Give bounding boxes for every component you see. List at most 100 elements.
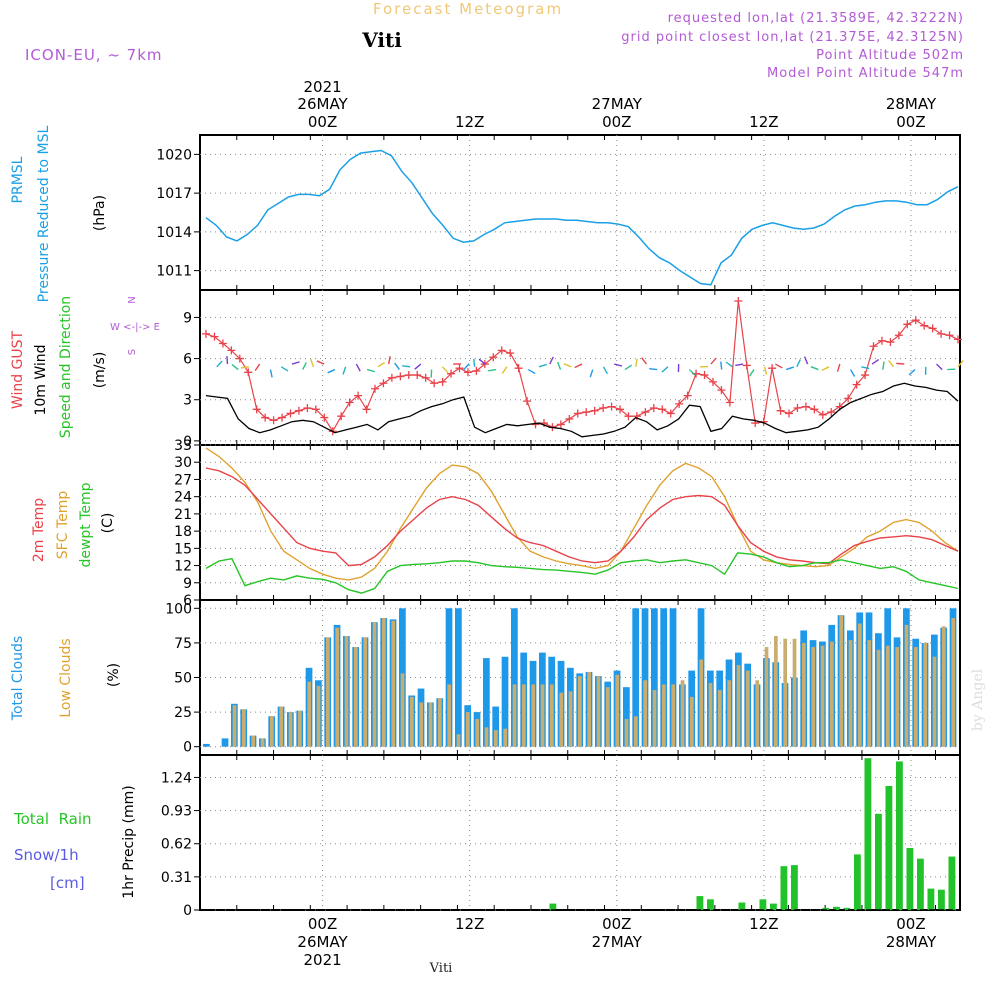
wind-10m-label: 10m Wind [33,344,49,415]
gust-marker [920,322,928,330]
low-cloud-bar [681,680,685,746]
snow-label: Snow/1h [14,846,79,864]
wind-direction-arrow [721,362,722,370]
low-cloud-bar [289,712,293,747]
clouds-ytick-label: 25 [174,705,192,721]
gust-marker [946,331,954,339]
compass-south: S [127,349,138,355]
rain-bar [886,786,893,910]
watermark: by Angel [970,668,986,731]
wind-direction-arrow [883,362,884,370]
wind-10m-line [206,383,958,437]
low-cloud-bar [457,734,461,746]
low-cloud-bar [877,650,881,747]
wind-direction-arrow [270,370,272,378]
wind-direction-arrow [909,370,915,375]
gust-marker [278,414,286,422]
low-cloud-bar [279,707,283,747]
wind-direction-arrow [765,367,767,375]
plot-area: 1011101410171020036969121518212427303302… [156,78,963,969]
precipitation-ytick-label: 0.31 [161,870,192,886]
low-cloud-bar [811,647,815,747]
low-cloud-bar [251,736,255,747]
gust-marker [371,385,379,393]
wind-direction-arrow [415,364,421,369]
gust-line [206,301,958,431]
bottom-date-label: 28MAY [886,933,937,951]
low-cloud-bar [830,642,834,747]
gust-marker [422,374,430,382]
low-cloud-bar [923,643,927,747]
gust-marker [202,330,210,338]
gust-marker [396,372,404,380]
bottom-time-label: 00Z [896,915,925,933]
top-year-label: 2021 [303,78,341,96]
gust-marker [379,379,387,387]
gust-marker [582,408,590,416]
rain-bar [949,857,956,910]
low-cloud-bar [914,647,918,747]
low-cloud-bar [783,639,787,747]
temp-unit-label: (C) [100,513,116,534]
clouds-ytick-label: 50 [174,671,192,687]
low-cloud-bar [615,675,619,747]
wind-direction-arrow [311,359,314,367]
wind-direction-arrow [575,364,582,367]
low-cloud-bar [727,680,731,746]
gust-marker [591,407,599,415]
wind-unit-label: (m/s) [92,352,108,389]
gust-marker [734,297,742,305]
gust-marker [244,368,252,376]
wind-gust-label: Wind GUST [10,330,26,409]
wind-direction-arrow [726,362,732,367]
rain-bar [791,865,798,910]
low-cloud-bar [438,698,442,746]
low-cloud-bar [354,647,358,747]
snow-unit-label: [cm] [50,874,85,892]
low-cloud-bar [522,684,526,746]
wind-direction-arrow [689,370,695,376]
wind-direction-arrow [558,362,561,369]
gust-marker [574,409,582,417]
temperature-ytick-label: 21 [174,507,192,523]
rain-bar [770,904,777,910]
low-cloud-bar [942,626,946,746]
low-cloud-bar [326,637,330,746]
wind-direction-arrow [896,363,904,364]
gust-marker [295,407,303,415]
wind-direction-arrow [614,364,622,366]
rain-bar [854,854,861,910]
wind-direction-arrow [805,357,808,364]
wind-direction-arrow [603,367,607,374]
temp-line-2m [206,468,958,566]
wind-direction-arrow [281,367,288,371]
gust-marker [286,409,294,417]
rain-bar [760,899,767,910]
temperature-ytick-label: 24 [174,490,192,506]
temperature-ytick-label: 9 [183,576,192,592]
wind-direction-arrow [356,364,360,371]
prmsl-label: PRMSL [10,156,26,203]
low-cloud-bar [662,684,666,746]
location-name: Viti [361,28,402,52]
wind-direction-arrow [539,364,547,366]
precipitation-ytick-label: 0.93 [161,804,192,820]
precip-unit-label: 1hr Precip (mm) [121,785,137,898]
low-cloud-bar [653,690,657,747]
rain-bar [550,904,557,910]
low-cloud-bar [737,665,741,747]
gust-marker [785,409,793,417]
low-cloud-bar [410,697,414,747]
top-date-label: 28MAY [886,95,937,113]
gust-marker [388,374,396,382]
wind-direction-arrow [590,370,592,378]
low-cloud-bar [307,682,311,747]
precipitation-panel: 00.310.620.931.24 [161,755,960,919]
gust-marker [743,361,751,369]
low-cloud-bar [886,646,890,747]
wind-direction-arrow [402,366,410,367]
low-cloud-bar [774,636,778,747]
rain-bar [928,889,935,910]
low-cloud-bar [335,628,339,747]
low-cloud-bar [718,690,722,747]
